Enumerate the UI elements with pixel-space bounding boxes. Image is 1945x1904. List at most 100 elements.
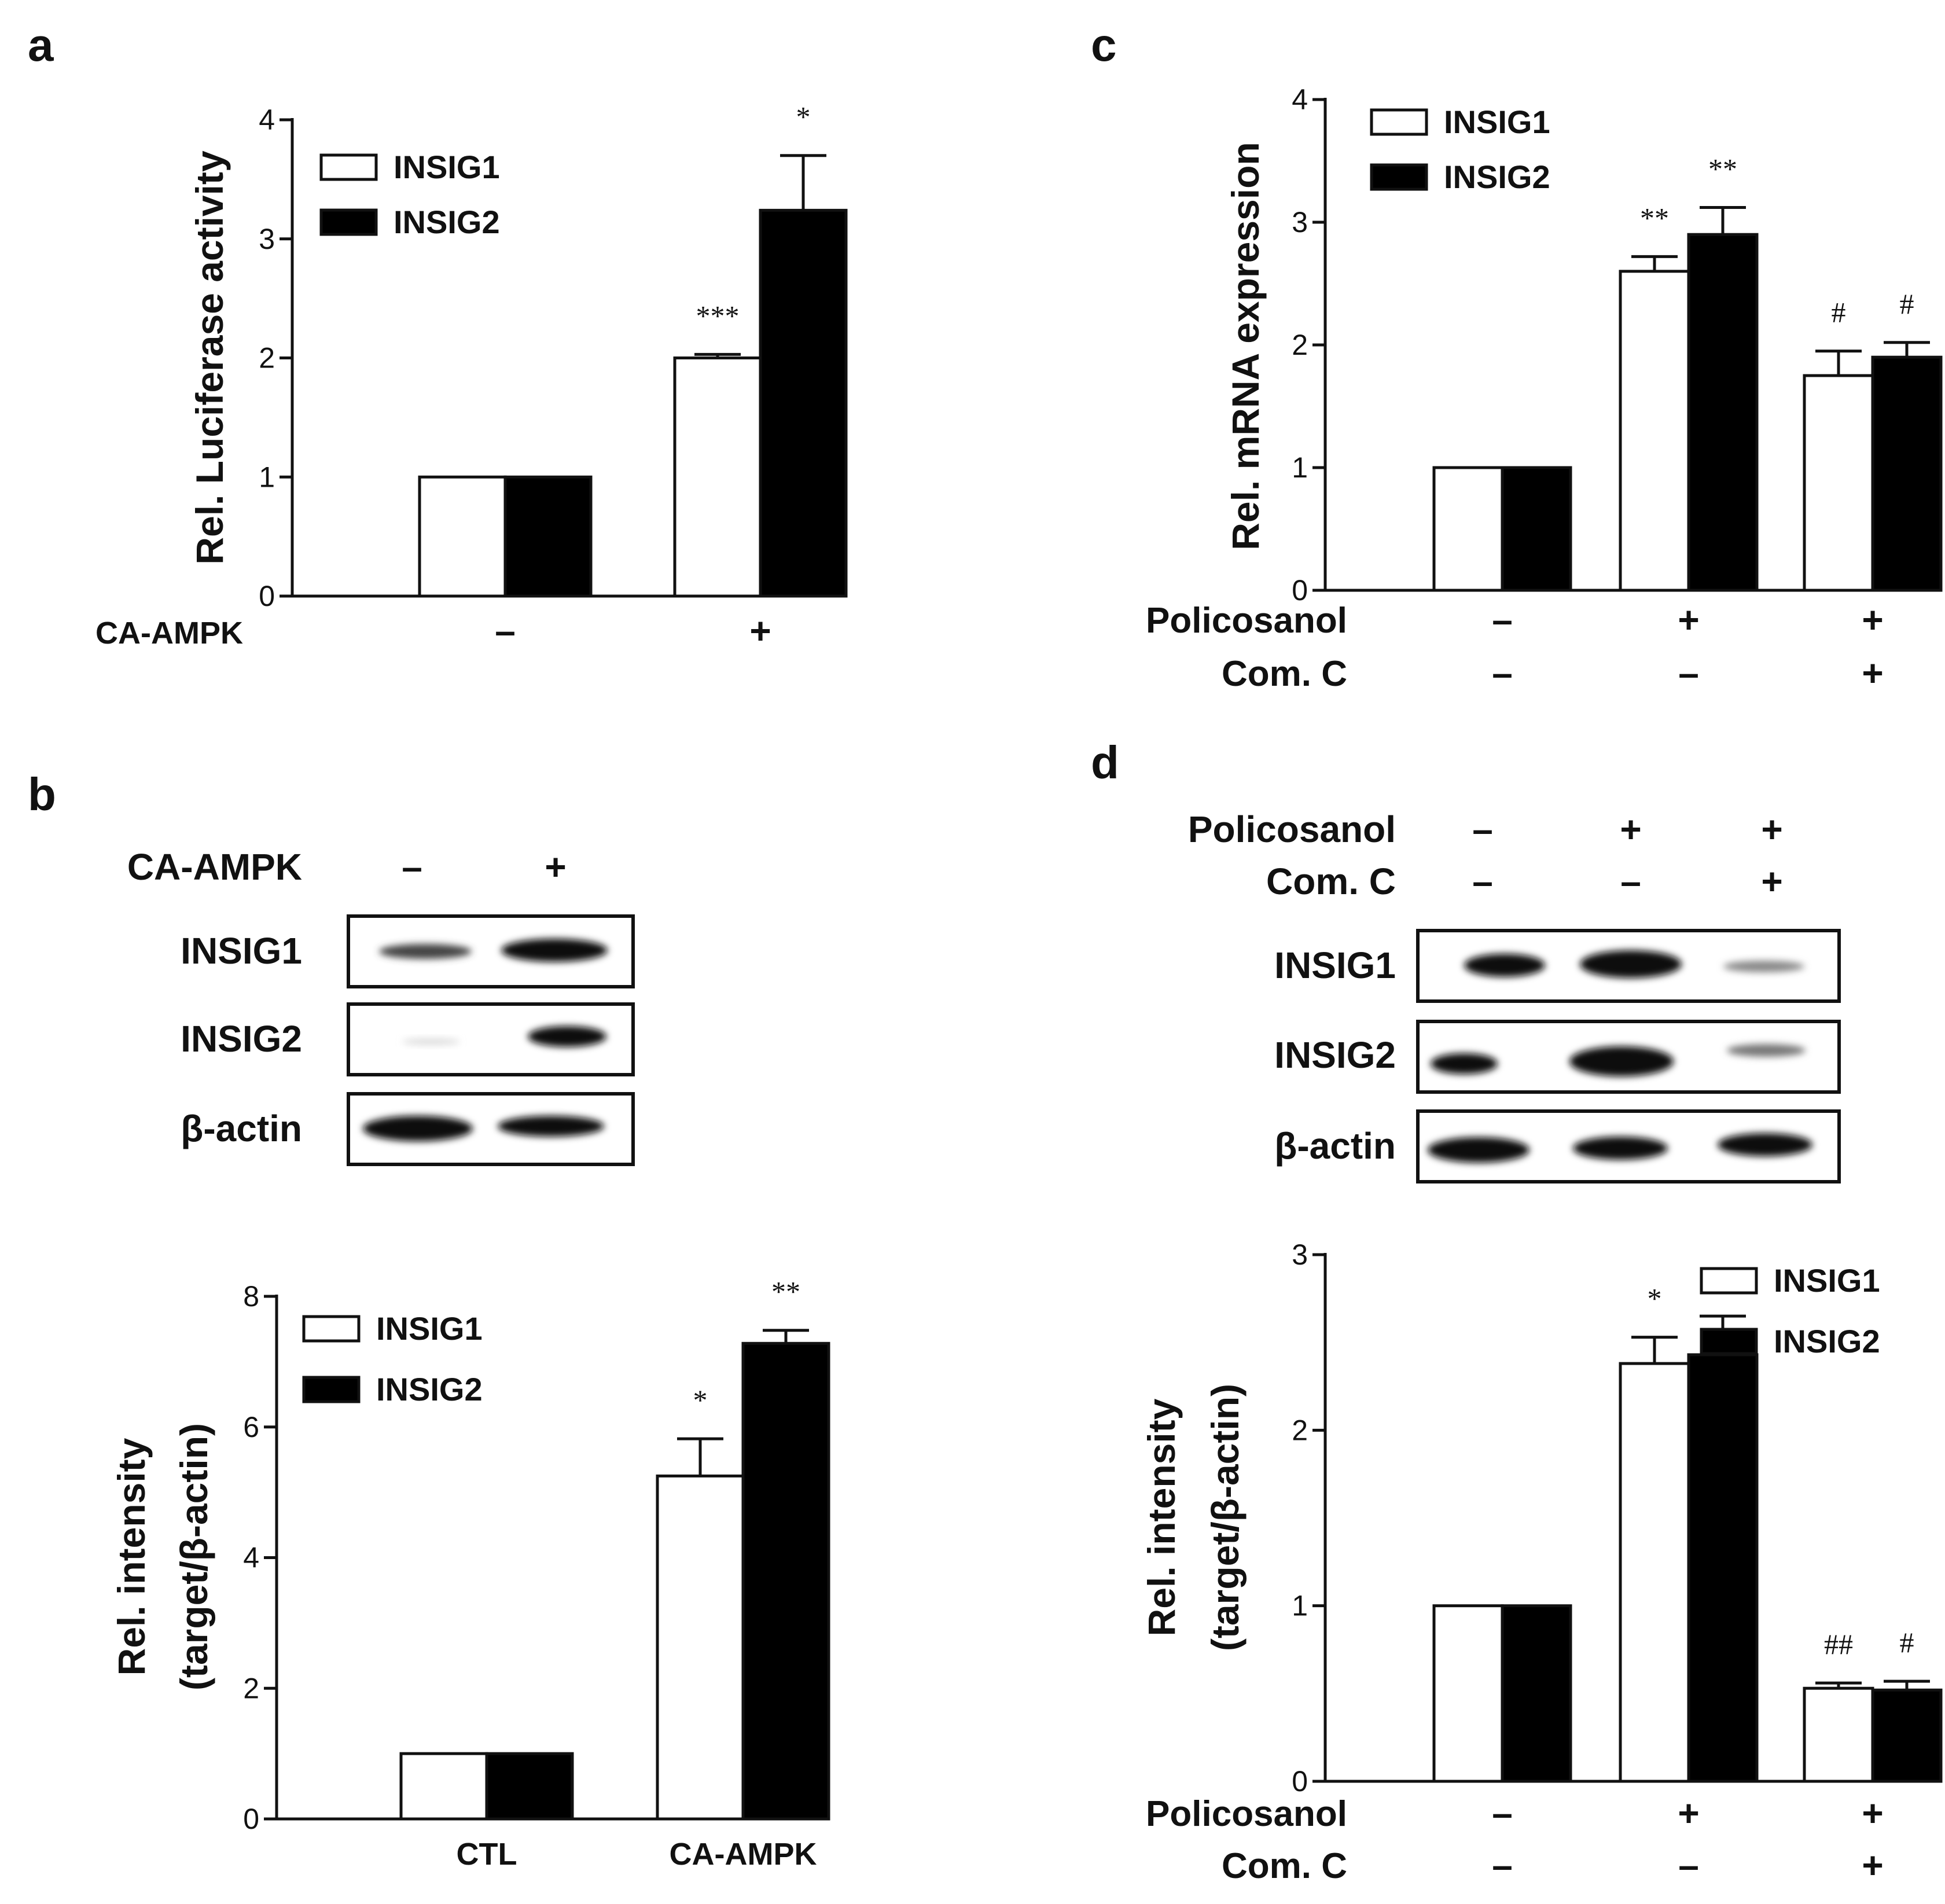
- chart-c-condition-sign: –: [1492, 652, 1513, 694]
- chart-b-significance-label: **: [771, 1276, 800, 1308]
- chart-b-bar: [485, 1752, 574, 1821]
- chart-b-y-axis-label: Rel. intensity: [110, 1438, 153, 1675]
- chart-c-condition-sign: –: [1492, 599, 1513, 641]
- chart-a-y-tick-label: 3: [259, 223, 275, 255]
- blot-d-condition-sign: +: [1761, 861, 1782, 902]
- chart-b-legend-swatch: [302, 1376, 361, 1403]
- chart-c-condition-sign: –: [1678, 652, 1699, 694]
- chart-c-significance-label: **: [1708, 153, 1737, 185]
- blot-d-condition-sign: –: [1620, 861, 1641, 902]
- panel-label-b: b: [28, 769, 56, 820]
- chart-d-condition-sign: +: [1862, 1792, 1883, 1834]
- chart-d-condition-sign: –: [1492, 1844, 1513, 1886]
- chart-a-y-tick-label: 1: [259, 461, 275, 493]
- western-blot-b: [347, 914, 635, 1166]
- chart-d-significance-label: ##: [1824, 1628, 1853, 1660]
- chart-d-legend-swatch: [1700, 1267, 1758, 1295]
- chart-b-legend-label: INSIG2: [376, 1371, 483, 1407]
- chart-c-significance-label: #: [1900, 288, 1914, 320]
- blot-b-row-label: INSIG1: [181, 930, 302, 972]
- chart-d-bar: [1619, 1362, 1690, 1783]
- blot-d-row-label: INSIG1: [1274, 944, 1396, 986]
- chart-c-condition-name: Com. C: [1222, 654, 1347, 694]
- chart-d-y-tick-label: 3: [1292, 1238, 1308, 1271]
- chart-c-bar: [1871, 355, 1943, 592]
- blot-d-condition-sign: +: [1620, 808, 1641, 850]
- blot-d-condition-sign: +: [1761, 808, 1782, 850]
- chart-c-bar: [1687, 233, 1759, 592]
- chart-d-legend-label: INSIG1: [1774, 1262, 1880, 1299]
- chart-a-bar: [759, 208, 848, 598]
- chart-c-condition-sign: +: [1678, 599, 1699, 641]
- chart-a-legend-label: INSIG1: [394, 149, 500, 185]
- chart-d-condition-sign: +: [1678, 1792, 1699, 1834]
- chart-b-legend-swatch: [302, 1315, 361, 1343]
- blot-b-condition-sign: +: [545, 846, 566, 888]
- chart-c-legend-swatch: [1370, 108, 1428, 136]
- chart-a-significance-label: ***: [696, 299, 740, 332]
- chart-d-condition-sign: –: [1678, 1844, 1699, 1886]
- chart-a-legend-swatch: [319, 208, 378, 236]
- chart-c-y-axis-label: Rel. mRNA expression: [1224, 142, 1267, 550]
- panel-label-a: a: [28, 19, 54, 71]
- chart-a-condition-sign: –: [495, 610, 516, 652]
- chart-a-y-tick-label: 2: [259, 342, 275, 374]
- chart-c-y-tick-label: 2: [1292, 329, 1308, 361]
- chart-a-bar: [503, 475, 593, 598]
- panel-label-d: d: [1091, 737, 1119, 788]
- chart-a-condition-name: CA-AMPK: [95, 616, 243, 650]
- chart-b-y-axis-label: (target/β-actin): [172, 1423, 215, 1690]
- chart-c-condition-sign: +: [1862, 652, 1883, 694]
- chart-b-bar: [399, 1752, 488, 1821]
- chart-d-condition-sign: –: [1492, 1792, 1513, 1834]
- chart-a-y-tick-label: 4: [259, 104, 275, 136]
- chart-c-bar: [1619, 270, 1690, 592]
- chart-c-significance-label: **: [1640, 201, 1669, 234]
- chart-d-y-axis-label: Rel. intensity: [1140, 1398, 1183, 1636]
- chart-d-significance-label: *: [1648, 1282, 1662, 1315]
- chart-c-bar: [1501, 466, 1572, 592]
- blot-d-condition-name: Com. C: [1266, 861, 1396, 902]
- chart-b-y-tick-label: 6: [243, 1411, 259, 1443]
- blot-b-condition-sign: –: [402, 846, 422, 888]
- chart-a-y-axis-label: Rel. Luciferase activity: [188, 150, 231, 565]
- chart-c-legend-swatch: [1370, 163, 1428, 191]
- chart-a-legend-swatch: [319, 153, 378, 181]
- chart-c-condition-sign: +: [1862, 599, 1883, 641]
- blot-b-row-label: INSIG2: [181, 1018, 302, 1060]
- chart-d-condition-name: Com. C: [1222, 1846, 1347, 1886]
- blot-d-condition-sign: –: [1472, 861, 1493, 902]
- chart-b-legend-label: INSIG1: [376, 1310, 483, 1347]
- chart-a-significance-label: *: [796, 101, 811, 133]
- chart-a-bar: [418, 475, 507, 598]
- chart-c-bar: [1803, 374, 1874, 592]
- chart-d-bar: [1803, 1686, 1874, 1783]
- blot-d-row-label: β-actin: [1274, 1125, 1396, 1167]
- chart-c-bar: [1432, 466, 1504, 592]
- chart-a-legend-label: INSIG2: [394, 204, 500, 240]
- blot-d-row-label: INSIG2: [1274, 1034, 1396, 1076]
- panel-label-c: c: [1091, 19, 1117, 71]
- chart-b-category-label: CA-AMPK: [670, 1837, 817, 1872]
- chart-b-y-tick-label: 0: [243, 1803, 259, 1835]
- chart-c-y-tick-label: 4: [1292, 83, 1308, 116]
- chart-d-y-axis-label: (target/β-actin): [1204, 1384, 1247, 1651]
- chart-d-bar: [1871, 1688, 1943, 1783]
- chart-c-legend-label: INSIG1: [1444, 104, 1550, 140]
- chart-b-y-tick-label: 2: [243, 1672, 259, 1704]
- chart-d-condition-sign: +: [1862, 1844, 1883, 1886]
- chart-c-y-tick-label: 3: [1292, 206, 1308, 238]
- chart-b-y-tick-label: 8: [243, 1280, 259, 1313]
- chart-c-y-tick-label: 1: [1292, 451, 1308, 484]
- western-blot-d: [1416, 929, 1841, 1183]
- chart-d-bar: [1501, 1604, 1572, 1783]
- blot-b-row-label: β-actin: [181, 1108, 302, 1149]
- chart-b-bar: [656, 1474, 745, 1821]
- chart-d-legend-swatch: [1700, 1328, 1758, 1355]
- chart-d-bar: [1687, 1353, 1759, 1783]
- chart-b-y-tick-label: 4: [243, 1542, 259, 1574]
- chart-d-legend-label: INSIG2: [1774, 1323, 1880, 1359]
- chart-d-bar: [1432, 1604, 1504, 1783]
- blot-d-condition-name: Policosanol: [1188, 808, 1396, 850]
- chart-a-condition-sign: +: [749, 610, 771, 652]
